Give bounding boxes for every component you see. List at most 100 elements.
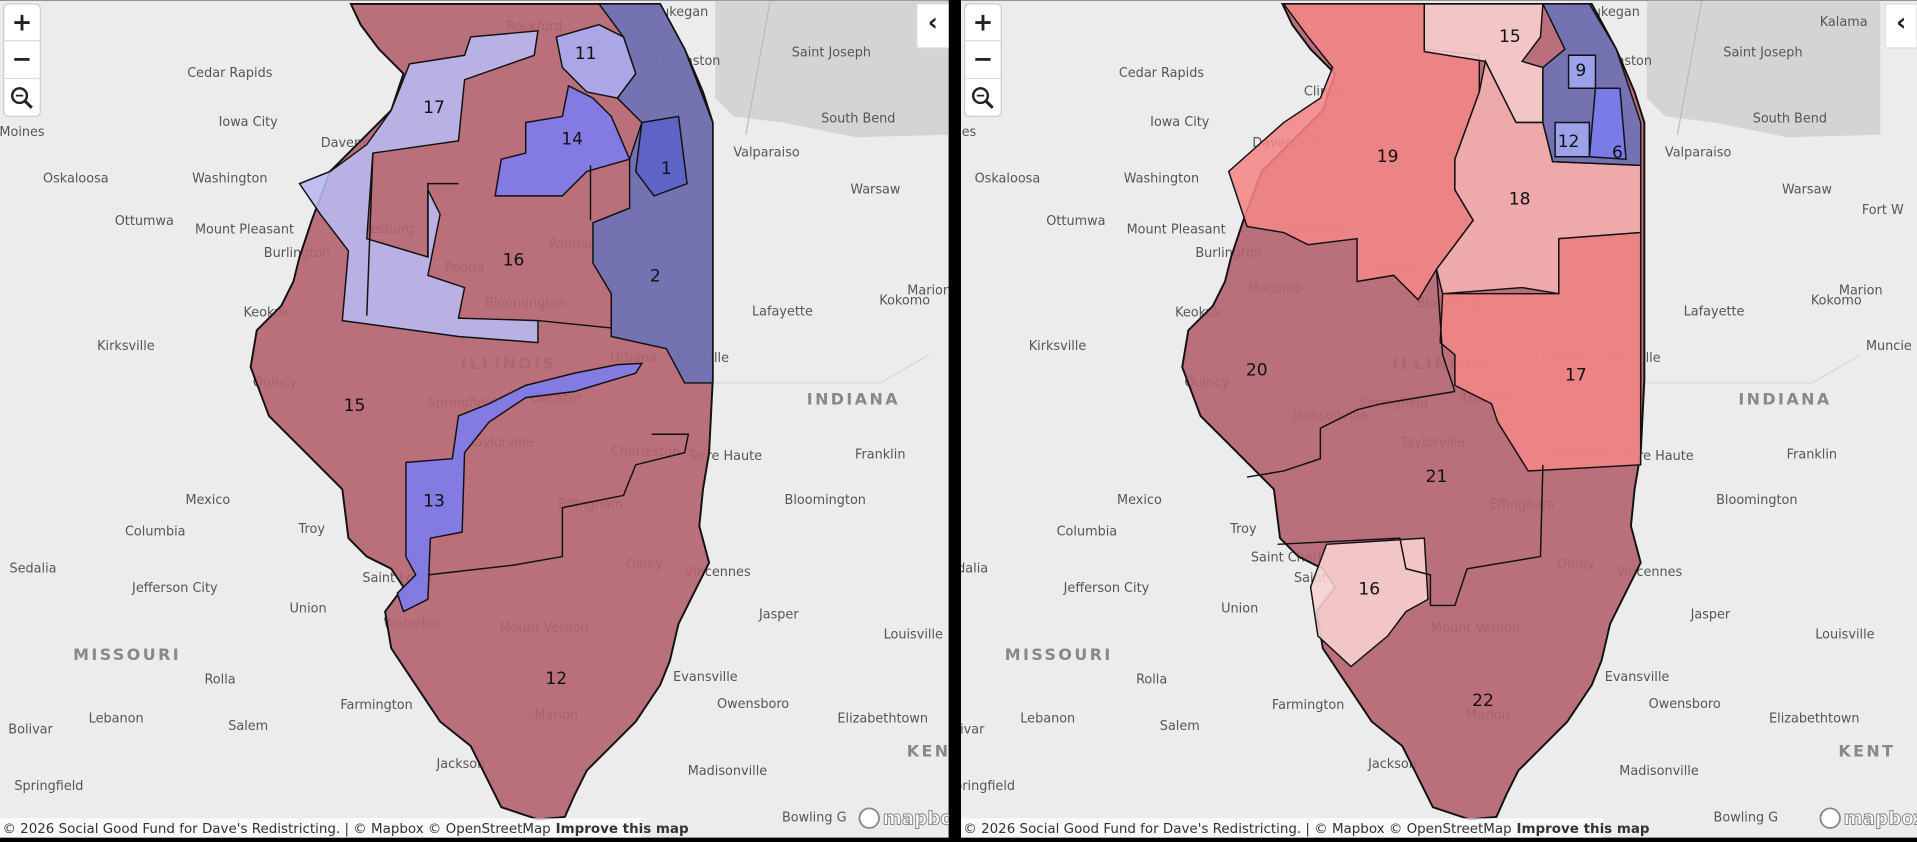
city-label: Jefferson City: [131, 581, 218, 596]
city-label: Washington: [1124, 171, 1199, 186]
district-label: 1: [661, 159, 672, 179]
state-label: KENT: [907, 742, 964, 761]
district-label: 12: [545, 669, 567, 689]
zoom-in-label[interactable]: +: [973, 7, 993, 36]
city-label: Bloomington: [1716, 493, 1797, 508]
zoom-reset-icon: [984, 99, 994, 109]
left-map-panel: RockfordWaukeganEvanstonCedar RapidsSain…: [0, 0, 965, 838]
state-border: [1676, 0, 1703, 135]
city-label: Cedar Rapids: [187, 66, 273, 81]
city-label: Union: [1221, 602, 1258, 617]
zoom-reset-icon[interactable]: [11, 87, 29, 105]
district-border: [1435, 269, 1456, 392]
city-label: Moines: [0, 125, 45, 140]
district-label: 2: [650, 267, 661, 287]
collapse-button[interactable]: [1884, 3, 1917, 49]
city-label: Lebanon: [89, 712, 144, 727]
zoom-reset-icon: [23, 99, 33, 109]
district-area: [1309, 537, 1429, 668]
collapse-label[interactable]: ‹: [1896, 7, 1906, 36]
city-label: Iowa City: [1150, 115, 1210, 130]
district-area: [494, 84, 631, 197]
lake-michigan: [715, 0, 949, 138]
city-label: Kokomo: [1811, 294, 1862, 309]
city-label: Troy: [1229, 522, 1257, 537]
city-label: Ottumwa: [115, 214, 174, 229]
attribution-bar: [960, 818, 1603, 838]
city-label: Valparaiso: [1665, 146, 1732, 161]
city-label: Elizabethtown: [837, 712, 928, 727]
state-label: KENT: [1838, 742, 1895, 761]
district-label: 15: [344, 396, 366, 416]
improve-map-link[interactable]: Improve this map: [556, 822, 689, 837]
mapbox-logo: mapbox: [883, 808, 965, 829]
district-label: 13: [423, 492, 445, 512]
city-label: South Bend: [1753, 111, 1827, 126]
district-border: [427, 182, 459, 258]
city-label: Columbia: [125, 525, 186, 540]
city-label: Salem: [1160, 719, 1200, 734]
city-label: Rolla: [204, 673, 235, 688]
district-label: 17: [1565, 366, 1587, 386]
city-label: Bloomington: [785, 493, 866, 508]
city-label: Evansville: [673, 670, 738, 685]
state-border: [712, 354, 930, 384]
city-label: Evansville: [1605, 670, 1670, 685]
city-label: Springfield: [14, 779, 83, 794]
state-label: INDIANA: [807, 390, 900, 409]
district-label: 20: [1246, 361, 1268, 381]
zoom-out-label[interactable]: −: [12, 44, 32, 73]
district-label: 16: [503, 251, 525, 271]
district-border: [537, 293, 613, 329]
city-label: Oskaloosa: [43, 171, 109, 186]
district-border: [1246, 390, 1455, 478]
city-label: Farmington: [1272, 698, 1344, 713]
district-label: 21: [1426, 467, 1448, 487]
city-label: Columbia: [1057, 525, 1118, 540]
zoom-control: [964, 3, 1002, 118]
lake-michigan: [1646, 0, 1881, 138]
city-label: Louisville: [1815, 627, 1874, 642]
city-label: Jefferson City: [1063, 581, 1150, 596]
attribution-text: © 2026 Social Good Fund for Dave's Redis…: [2, 822, 550, 837]
city-label: Franklin: [855, 448, 905, 463]
city-label: Marion: [1839, 284, 1883, 299]
collapse-label[interactable]: ‹: [928, 7, 938, 36]
city-label: Jackson: [436, 757, 486, 772]
city-label: Washington: [192, 171, 267, 186]
zoom-in-label[interactable]: +: [12, 7, 32, 36]
zoom-control: [3, 3, 41, 118]
city-label: Jasper: [1690, 608, 1731, 623]
city-label: Kokomo: [879, 294, 930, 309]
city-label: Mount Pleasant: [195, 223, 294, 238]
district-label: 19: [1377, 147, 1399, 167]
district-label: 12: [1558, 132, 1580, 152]
improve-map-link[interactable]: Improve this map: [1517, 822, 1650, 837]
city-label: Kirksville: [1029, 339, 1087, 354]
city-label: Madisonville: [1619, 764, 1699, 779]
district-label: 17: [423, 98, 445, 118]
district-label: 16: [1358, 580, 1380, 600]
city-label: Mexico: [185, 493, 230, 508]
city-label: Cedar Rapids: [1119, 66, 1205, 81]
city-label: Owensboro: [717, 697, 789, 712]
city-label: Sedalia: [941, 561, 988, 576]
city-label: Warsaw: [1782, 182, 1832, 197]
district-area: [555, 23, 637, 99]
district-area: [396, 362, 644, 613]
city-label: Kalama: [1820, 15, 1868, 30]
city-label: Rolla: [1136, 673, 1167, 688]
city-label: Ottumwa: [1046, 214, 1105, 229]
city-label: Kirksville: [97, 339, 155, 354]
city-label: Farmington: [340, 698, 412, 713]
attribution-text: © 2026 Social Good Fund for Dave's Redis…: [963, 822, 1650, 837]
city-label: Louisville: [884, 627, 943, 642]
collapse-button[interactable]: [916, 3, 949, 49]
zoom-out-label[interactable]: −: [973, 44, 993, 73]
district-area: [1227, 3, 1481, 301]
zoom-reset-icon[interactable]: [971, 87, 990, 105]
attribution-text: © 2026 Social Good Fund for Dave's Redis…: [963, 822, 1511, 837]
city-label: Oskaloosa: [975, 171, 1041, 186]
city-label: Franklin: [1787, 448, 1837, 463]
